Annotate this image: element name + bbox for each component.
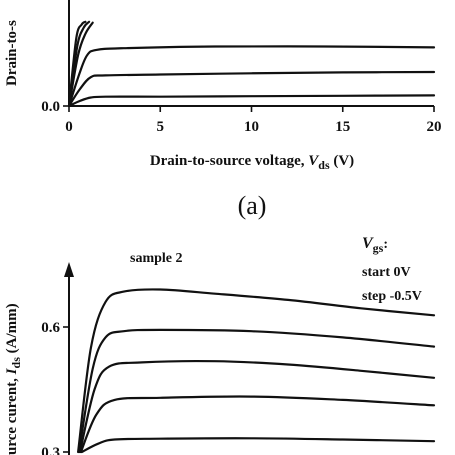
panel-b-curves xyxy=(77,288,436,454)
panel-a-curve-6 xyxy=(67,20,87,108)
panel-b-y-axis-arrow xyxy=(64,262,74,277)
panel-b-curve-2 xyxy=(77,328,436,454)
panel-b-y-tick-label-0.6: 0.6 xyxy=(41,320,60,336)
panel-a-x-ticks: 0 5 10 15 20 xyxy=(65,106,442,135)
panel-a-x-tick-label-10: 10 xyxy=(244,119,259,135)
panel-b-y-axis-title-var: I xyxy=(4,367,20,375)
panel-a-label: (a) xyxy=(238,191,267,220)
panel-a-x-axis-title: Drain-to-source voltage, Vds (V) xyxy=(150,153,354,172)
panel-b-y-tick-label-0.3: 0.3 xyxy=(41,445,60,455)
panel-b-y-axis-title-sub: ds xyxy=(9,357,23,369)
panel-a-x-tick-label-15: 15 xyxy=(335,119,350,135)
panel-b-step-label: step -0.5V xyxy=(362,289,422,304)
panel-a-curve-3 xyxy=(67,45,436,108)
panel-a-x-tick-label-5: 5 xyxy=(157,119,165,135)
panel-b-y-axis-title-text: urce curent, xyxy=(4,374,20,455)
panel-a-y-axis-title: Drain-to-s xyxy=(4,20,20,86)
panel-b-y-ticks: 0.6 0.3 xyxy=(41,320,69,455)
panel-b-curve-4 xyxy=(79,395,436,454)
panel-b-sample-label: sample 2 xyxy=(130,251,183,266)
panel-a-x-axis-title-sub: ds xyxy=(318,158,330,172)
panel-b-curve-5 xyxy=(80,437,436,454)
panel-a-curves xyxy=(67,20,436,108)
panel-b: urce curent, Ids (A/mm) 0.60.3 sample 2 … xyxy=(4,235,436,455)
panel-a-y-tick-label: 0.0 xyxy=(41,99,60,115)
panel-a-curve-1 xyxy=(67,94,436,108)
panel-b-vgs-var: V xyxy=(362,235,374,252)
panel-b-vgs-sub: gs xyxy=(373,241,384,255)
panel-a: Drain-to-s 0.0 0 5 10 15 20 Drain-to-source … xyxy=(4,0,442,220)
panel-b-vgs-label: Vgs: xyxy=(362,235,388,255)
panel-a-x-tick-label-20: 20 xyxy=(427,119,442,135)
panel-a-x-tick-label-0: 0 xyxy=(65,119,73,135)
panel-b-curve-1 xyxy=(77,288,436,454)
panel-b-y-axis-title: urce curent, Ids (A/mm) xyxy=(4,303,23,455)
panel-b-vgs-colon: : xyxy=(383,237,388,252)
panel-b-curve-3 xyxy=(78,359,436,454)
panel-a-x-axis-title-text: Drain-to-source voltage, xyxy=(150,153,308,169)
panel-b-y-axis-title-unit: (A/mm) xyxy=(4,303,20,357)
panel-b-start-label: start 0V xyxy=(362,265,411,280)
panel-a-x-axis-title-var: V xyxy=(308,153,320,169)
panel-a-x-axis-title-unit: (V) xyxy=(330,153,355,169)
panel-a-curve-2 xyxy=(67,70,436,108)
